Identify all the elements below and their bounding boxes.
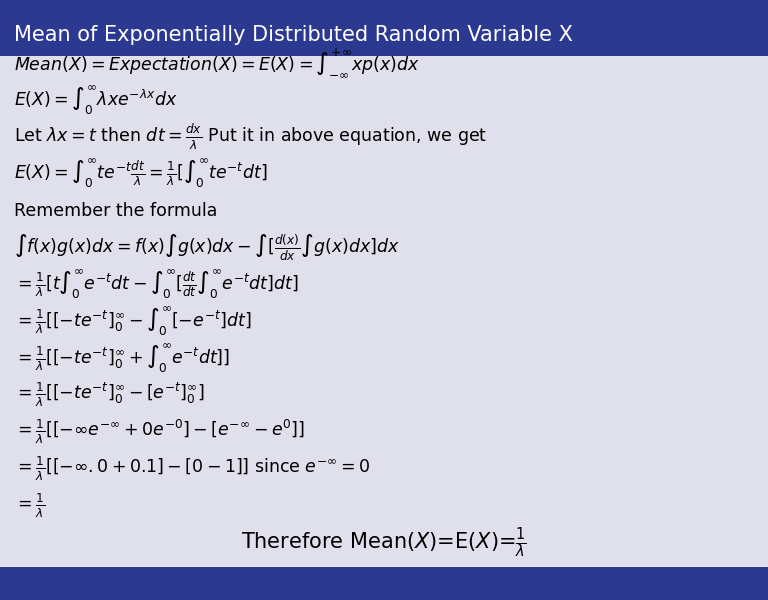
Bar [0,567,768,600]
Text: $= \frac{1}{\lambda}[[-te^{-t}]_0^{\infty} - [e^{-t}]_0^{\infty}]$: $= \frac{1}{\lambda}[[-te^{-t}]_0^{\inft… [14,381,204,409]
Text: $E(X) = \int_0^{\infty} te^{-t}\frac{dt}{\lambda}= \frac{1}{\lambda}[\int_0^{\in: $E(X) = \int_0^{\infty} te^{-t}\frac{dt}… [14,157,267,190]
Bar [0,13,768,56]
Text: $= \frac{1}{\lambda}[t\int_0^{\infty} e^{-t}dt - \int_0^{\infty}[\frac{dt}{dt}\i: $= \frac{1}{\lambda}[t\int_0^{\infty} e^… [14,268,299,301]
Text: $= \frac{1}{\lambda}[[-te^{-t}]_0^{\infty} - \int_0^{\infty}[-e^{-t}]dt]$: $= \frac{1}{\lambda}[[-te^{-t}]_0^{\inft… [14,305,251,338]
Text: $\int f(x)g(x)dx = f(x)\int g(x)dx - \int[\frac{d(x)}{dx}\int g(x)dx]dx$: $\int f(x)g(x)dx = f(x)\int g(x)dx - \in… [14,232,399,263]
Bar [0,0,768,13]
Text: Let $\lambda x = t$ then $dt = \frac{dx}{\lambda}$ Put it in above equation, we : Let $\lambda x = t$ then $dt = \frac{dx}… [14,122,487,152]
Text: $= \frac{1}{\lambda}[[-\infty e^{-\infty} + 0e^{-0}] - [e^{-\infty} - e^{0}]]$: $= \frac{1}{\lambda}[[-\infty e^{-\infty… [14,418,305,446]
Text: Mean of Exponentially Distributed Random Variable X: Mean of Exponentially Distributed Random… [14,25,573,45]
Text: Therefore Mean$(X)$=E$(X)$=$\frac{1}{\lambda}$: Therefore Mean$(X)$=E$(X)$=$\frac{1}{\la… [241,526,527,560]
Text: $= \frac{1}{\lambda}[[-te^{-t}]_0^{\infty} + \int_0^{\infty} e^{-t}dt]]$: $= \frac{1}{\lambda}[[-te^{-t}]_0^{\inft… [14,341,230,375]
Text: $E(X) = \int_0^{\infty} \lambda x e^{-\lambda x}dx$: $E(X) = \int_0^{\infty} \lambda x e^{-\l… [14,83,177,116]
Text: $= \frac{1}{\lambda}[[-\infty.0 + 0.1] - [0 - 1]]$ since $e^{-\infty} = 0$: $= \frac{1}{\lambda}[[-\infty.0 + 0.1] -… [14,455,370,483]
Text: $Mean(X) = Expectation(X) = E(X) = \int_{-\infty}^{+\infty} xp(x)dx$: $Mean(X) = Expectation(X) = E(X) = \int_… [14,47,419,79]
Text: $= \frac{1}{\lambda}$: $= \frac{1}{\lambda}$ [14,491,45,520]
Text: Remember the formula: Remember the formula [14,202,217,220]
